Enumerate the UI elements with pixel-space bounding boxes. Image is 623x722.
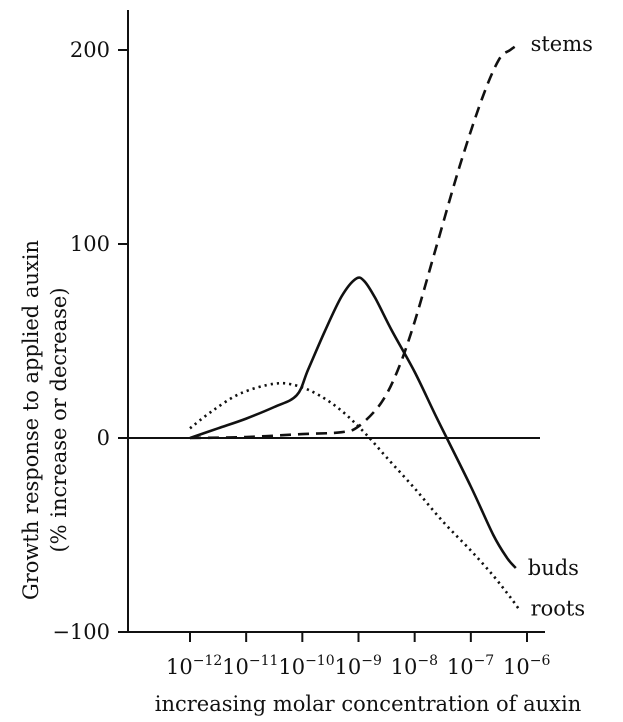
y-tick-label: 0 xyxy=(97,426,110,450)
series-label-buds: buds xyxy=(528,556,579,580)
y-axis-title-line-1: Growth response to applied auxin xyxy=(19,240,43,600)
x-tick-label: 10−12 xyxy=(166,653,222,679)
y-tick-label: 100 xyxy=(70,232,110,256)
x-tick-label: 10−7 xyxy=(447,653,494,679)
axes: −100 0 100 200 10−12 10−11 10−10 10−9 10−8 10−7 10… xyxy=(52,10,550,679)
x-tick-label: 10−11 xyxy=(222,653,278,679)
x-tick-label: 10−9 xyxy=(335,653,382,679)
series-line-stems xyxy=(189,43,520,440)
y-axis-title: Growth response to applied auxin (% incr… xyxy=(19,240,71,600)
y-axis-title-line-2: (% increase or decrease) xyxy=(47,287,71,552)
series-label-roots: roots xyxy=(531,597,586,621)
series-group xyxy=(189,43,520,610)
y-tick-label: 200 xyxy=(70,38,110,62)
x-tick-label: 10−6 xyxy=(503,653,550,679)
x-tick-label: 10−8 xyxy=(391,653,438,679)
y-tick-label: −100 xyxy=(52,620,110,644)
x-axis-title: increasing molar concentration of auxin xyxy=(155,692,582,716)
series-line-buds xyxy=(189,276,517,569)
labels-group: stems buds roots xyxy=(528,32,593,621)
series-line-roots xyxy=(189,381,520,610)
series-label-stems: stems xyxy=(531,32,593,56)
x-tick-label: 10−10 xyxy=(278,653,334,679)
